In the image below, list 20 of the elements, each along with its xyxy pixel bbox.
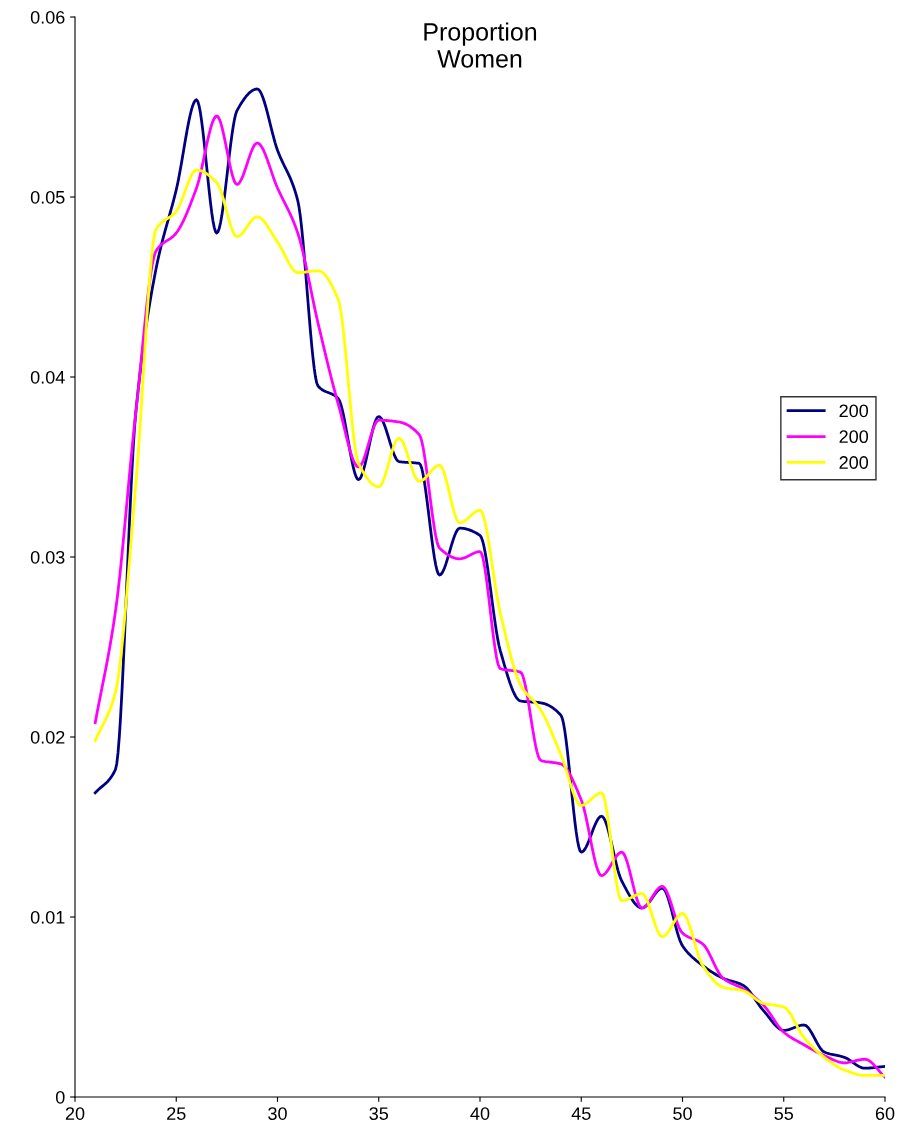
x-tick-label: 20 [65, 1107, 85, 1120]
y-tick-label: 0.05 [30, 190, 65, 204]
legend-label: 200 [839, 430, 869, 444]
x-tick-label: 55 [774, 1107, 794, 1120]
x-tick-label: 25 [167, 1107, 186, 1120]
x-tick-label: 50 [673, 1107, 692, 1120]
y-tick-label: 0.04 [30, 370, 65, 384]
x-tick-label: 60 [875, 1107, 895, 1120]
legend-label: 200 [839, 456, 869, 469]
x-tick-label: 35 [369, 1107, 389, 1120]
x-tick-label: 45 [571, 1107, 591, 1120]
y-tick-label: 0 [55, 1090, 65, 1104]
y-tick-label: 0.06 [30, 10, 65, 24]
legend-label: 200 [839, 404, 869, 418]
y-tick-label: 0.02 [30, 730, 65, 744]
x-tick-label: 40 [470, 1107, 490, 1120]
text: Proportion Women [424, 22, 537, 68]
x-tick-label: 30 [268, 1107, 287, 1120]
y-tick-label: 0.01 [30, 910, 65, 924]
y-tick-label: 0.03 [30, 550, 65, 564]
